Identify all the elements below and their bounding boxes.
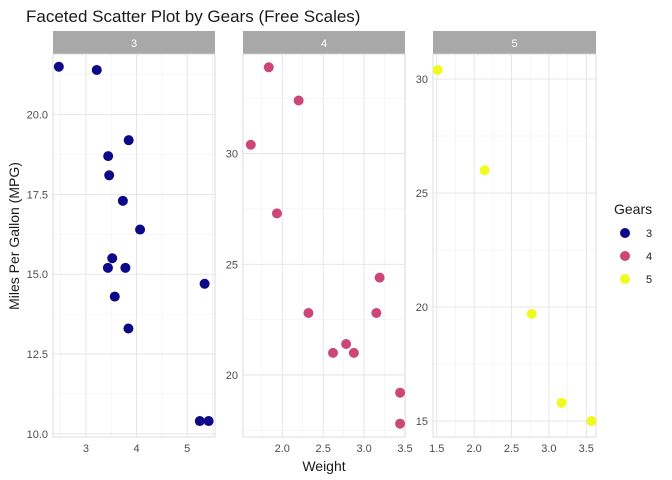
data-point: [263, 62, 274, 73]
y-tick-label: 12.5: [27, 349, 48, 361]
x-tick-label: 5: [184, 443, 190, 455]
y-tick-label: 25: [226, 259, 238, 271]
data-point: [526, 308, 537, 319]
data-point: [203, 416, 214, 427]
data-point: [123, 135, 134, 146]
data-point: [91, 64, 102, 75]
y-tick-label: 15.0: [27, 269, 48, 281]
facet-strip: [433, 31, 596, 54]
legend-label: 3: [646, 228, 652, 240]
x-tick-label: 3.0: [356, 443, 371, 455]
data-point: [395, 387, 406, 398]
y-tick-label: 20: [226, 370, 238, 382]
data-point: [53, 61, 64, 72]
panel-border: [52, 53, 216, 438]
facet-5: 5 1.5 2.0 2.5 3.0 3.5 15 20 25 30: [416, 31, 597, 455]
legend-key: [620, 274, 630, 284]
y-tick-label: 10.0: [27, 429, 48, 441]
legend-key: [620, 251, 630, 261]
legend-label: 5: [646, 274, 652, 286]
data-point: [107, 253, 118, 264]
data-point: [371, 308, 382, 319]
data-point: [120, 262, 131, 273]
data-point: [586, 416, 597, 427]
y-tick-label: 17.5: [27, 189, 48, 201]
data-point: [341, 339, 352, 350]
data-point: [556, 397, 567, 408]
facet-strip-label: 5: [511, 38, 517, 50]
x-tick-label: 3.5: [579, 443, 594, 455]
data-point: [479, 165, 490, 176]
facet-strip-label: 4: [321, 38, 327, 50]
facet-strip: [243, 31, 405, 54]
data-point: [103, 151, 114, 162]
x-axis-title: Weight: [302, 458, 345, 474]
data-point: [271, 208, 282, 219]
facet-strip-label: 3: [131, 38, 137, 50]
data-point: [293, 95, 304, 106]
facet-strip: [53, 31, 215, 54]
y-tick-label: 30: [416, 74, 428, 86]
legend-key: [620, 228, 630, 238]
x-tick-label: 2.5: [504, 443, 519, 455]
data-point: [123, 323, 134, 334]
data-point: [117, 195, 128, 206]
data-point: [102, 262, 113, 273]
legend: Gears 3 4 5: [614, 201, 652, 286]
data-point: [135, 224, 146, 235]
y-tick-label: 20.0: [27, 110, 48, 122]
data-point: [245, 139, 256, 150]
data-point: [328, 347, 338, 358]
y-tick-label: 15: [416, 416, 428, 428]
x-tick-label: 2.0: [466, 443, 481, 455]
x-tick-label: 3.5: [397, 443, 412, 455]
y-tick-label: 20: [416, 302, 428, 314]
x-tick-label: 2.0: [275, 443, 290, 455]
data-point: [432, 64, 443, 75]
panel-border: [242, 53, 406, 438]
data-point: [395, 418, 406, 429]
data-point: [199, 278, 210, 289]
legend-title: Gears: [614, 201, 652, 217]
y-tick-label: 25: [416, 188, 428, 200]
facet-4: 4 2.0 2.5 3.0 3.5 20 25 30: [226, 31, 413, 455]
data-point: [348, 347, 359, 358]
data-point: [104, 170, 115, 181]
y-axis-title: Miles Per Gallon (MPG): [6, 162, 22, 310]
data-point: [303, 308, 314, 319]
x-tick-label: 3.0: [541, 443, 556, 455]
data-point: [194, 416, 205, 427]
data-point: [374, 272, 385, 283]
data-point: [109, 291, 120, 302]
chart-title: Faceted Scatter Plot by Gears (Free Scal…: [26, 7, 360, 26]
panel-border: [432, 53, 597, 438]
x-tick-label: 1.5: [429, 443, 444, 455]
x-tick-label: 3: [83, 443, 89, 455]
y-tick-label: 30: [226, 149, 238, 161]
legend-label: 4: [646, 251, 652, 263]
x-tick-label: 4: [133, 443, 139, 455]
facet-panels: 3 3 4 5 10.0 12.5 15.0 17.5 20.0 4 2.0 2.5 3.0 3.5 20 2…: [27, 31, 597, 455]
facet-3: 3 3 4 5 10.0 12.5 15.0 17.5 20.0: [27, 31, 216, 455]
x-tick-label: 2.5: [316, 443, 331, 455]
